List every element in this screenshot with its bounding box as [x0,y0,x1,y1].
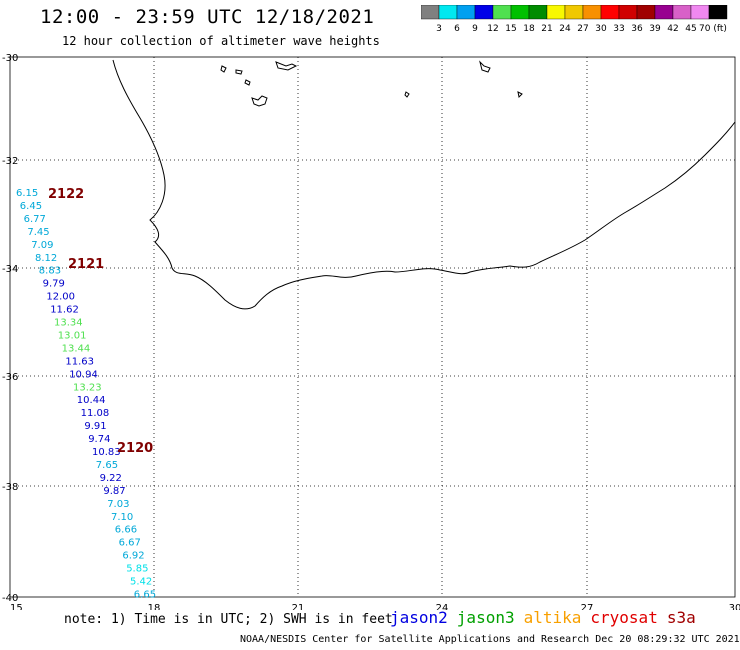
swh-value: 13.23 [73,382,102,393]
lat-label: -32 [2,156,18,167]
colorbar-label: 24 [559,24,571,34]
colorbar-label: 6 [454,24,460,34]
swh-value: 6.67 [119,538,141,549]
lat-label: -38 [2,482,18,493]
colorbar-label: 15 [505,24,516,34]
swh-value: 7.45 [27,227,49,238]
lon-label: 30 [729,603,740,610]
colorbar-label: 18 [523,24,535,34]
swh-value: 7.10 [111,512,133,523]
swh-value: 7.03 [107,499,129,510]
colorbar-label: 39 [649,24,661,34]
swh-value: 13.34 [54,318,83,329]
lon-label: 21 [292,603,305,610]
lon-label: 15 [10,603,23,610]
satellite-s3a: s3a [666,608,696,627]
swh-value: 6.65 [134,589,156,600]
swh-value: 6.66 [115,525,137,536]
track-time-label: 2121 [68,257,104,272]
swh-value: 9.91 [84,421,106,432]
satellite-jason2: jason2 [390,608,448,627]
map-title: 12:00 - 23:59 UTC 12/18/2021 [40,6,375,28]
swh-value: 5.85 [126,564,148,575]
satellite-cryosat: cryosat [590,608,658,627]
colorbar-label: 33 [613,24,624,34]
swh-value: 9.74 [88,434,110,445]
swh-value: 9.22 [100,473,122,484]
lat-label: -36 [2,372,18,383]
colorbar-label: 42 [667,24,678,34]
swh-value: 10.83 [92,447,121,458]
swh-value: 11.62 [50,305,79,316]
colorbar-label: 27 [577,24,588,34]
colorbar-label: 36 [631,24,643,34]
south-africa-coastline [112,59,736,310]
satellite-legend: jason2 jason3 altika cryosat s3a [390,608,705,627]
swh-value: 7.65 [96,460,118,471]
colorbar-label: 21 [541,24,552,34]
swh-value: 11.63 [65,356,94,367]
swh-value: 13.01 [58,330,87,341]
lon-label: 24 [436,603,449,610]
lat-label: -40 [2,593,18,604]
lat-label: -30 [2,53,18,64]
swh-value: 6.92 [122,551,144,562]
axis-labels: 15 18 21 24 27 30 -30 -32 -34 -36 -38 -40 [2,53,740,610]
swh-value: 10.94 [69,369,98,380]
footer-credit: NOAA/NESDIS Center for Satellite Applica… [240,634,740,645]
graticule [10,57,735,597]
altimeter-map: 15 18 21 24 27 30 -30 -32 -34 -36 -38 -40 [2,53,740,610]
footer-note: note: 1) Time is in UTC; 2) SWH is in fe… [64,612,393,627]
lon-label: 27 [581,603,594,610]
map-subtitle: 12 hour collection of altimeter wave hei… [62,34,380,48]
swh-value: 13.44 [62,343,91,354]
swh-value: 8.83 [39,266,61,277]
swh-value: 7.09 [31,240,53,251]
colorbar-label: 30 [595,24,607,34]
swh-value: 12.00 [46,292,75,303]
swh-value: 6.15 [16,188,38,199]
satellite-altika: altika [523,608,582,627]
track-time-label: 2122 [48,187,84,202]
lat-label: -34 [2,264,18,275]
swh-value: 9.87 [103,486,125,497]
colorbar-label: 70 (ft) [699,24,727,34]
lon-label: 18 [148,603,161,610]
colorbar-label: 9 [472,24,478,34]
colorbar-label: 45 [685,24,696,34]
swh-value: 11.08 [81,408,110,419]
colorbar-swatch [708,5,728,20]
swh-value: 6.77 [24,214,46,225]
swh-value: 10.44 [77,395,106,406]
swh-value: 6.45 [20,201,42,212]
track-time-label: 2120 [117,441,153,456]
swh-value: 5.42 [130,577,152,588]
colorbar-label: 3 [436,24,442,34]
swh-value: 8.12 [35,253,57,264]
swh-value: 9.79 [43,279,65,290]
satellite-jason3: jason3 [456,608,515,627]
map-frame [9,56,736,598]
colorbar-label: 12 [487,24,498,34]
wave-height-colorbar: 3 6 9 12 15 18 21 24 27 30 33 36 39 42 45 70 (ft) [421,5,728,34]
